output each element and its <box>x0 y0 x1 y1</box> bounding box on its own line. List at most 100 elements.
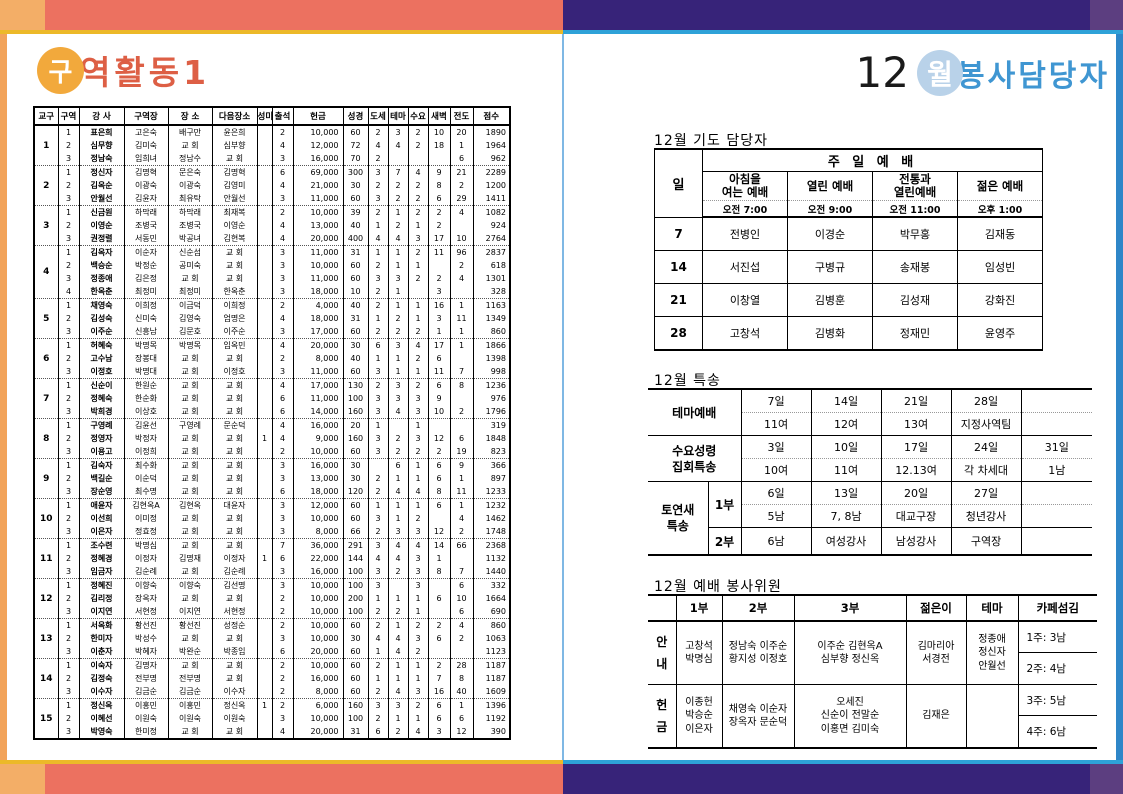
district-cell: 12 <box>449 725 474 739</box>
district-cell: 1 <box>407 219 429 232</box>
district-cell: 최정미 <box>167 285 213 299</box>
district-cell: 김순례 <box>123 565 169 579</box>
district-cell: 김현옥A <box>123 498 169 512</box>
special-date: 24일 <box>951 436 1021 459</box>
district-cell: 1082 <box>472 205 511 219</box>
district-cell <box>256 219 273 232</box>
district-cell: 1 <box>407 658 429 672</box>
district-cell: 1796 <box>472 405 511 419</box>
district-cell: 100 <box>342 578 369 592</box>
district-cell: 860 <box>472 618 511 632</box>
district-cell: 20,000 <box>292 232 344 246</box>
prayer-row: 14 서진섭 구병규 송재봉 임성빈 <box>654 250 1044 284</box>
district-cell <box>427 418 451 432</box>
district-cell: 4 <box>271 338 294 352</box>
district-cell: 2 <box>407 618 429 632</box>
district-cell: 2 <box>407 512 429 525</box>
district-cell: 9 <box>449 458 474 472</box>
district-cell <box>256 179 273 192</box>
right-page-title: 12 월 봉사담당자 <box>856 48 1110 97</box>
district-cell: 16,000 <box>292 672 344 685</box>
district-cell: 장순영 <box>78 485 125 499</box>
parish-number-cell: 1 <box>33 125 59 166</box>
district-cell: 한옥춘 <box>211 285 258 299</box>
district-cell: 교 회 <box>211 259 258 272</box>
prayer-day-cell: 21 <box>654 283 703 317</box>
district-cell: 1236 <box>472 378 511 392</box>
district-cell: 한원순 <box>123 378 169 392</box>
district-cell: 6 <box>427 192 451 206</box>
district-cell: 이정자 <box>123 552 169 565</box>
district-cell: 4 <box>387 552 409 565</box>
district-cell: 3 <box>271 325 294 339</box>
district-cell: 김현복 <box>211 232 258 246</box>
district-cell: 10,000 <box>292 205 344 219</box>
district-cell: 4 <box>367 139 389 152</box>
district-cell: 8 <box>427 485 451 499</box>
special-date <box>1021 482 1093 505</box>
district-cell <box>256 592 273 605</box>
district-cell: 1 <box>427 552 451 565</box>
district-cell: 1 <box>57 125 80 139</box>
district-cell: 2 <box>57 352 80 365</box>
district-cell: 1890 <box>472 125 511 139</box>
parish-number-cell: 2 <box>33 165 59 206</box>
committee-cell: 정남숙 이주순 황지성 이정호 <box>721 620 795 685</box>
district-cell: 교 회 <box>211 658 258 672</box>
district-cell: 2 <box>427 272 451 285</box>
committee-cell: 김재은 <box>905 684 967 749</box>
district-cell: 1 <box>387 352 409 365</box>
prayer-name-cell: 김성재 <box>872 283 958 317</box>
district-cell <box>256 245 273 259</box>
service-name: 열린 예배 <box>788 172 872 201</box>
special-value-cell: 남성강사 <box>880 527 952 556</box>
special-row: 수요성령 집회특송 3일 10여 10일 11여 17일 12.13여 24일 각 차세대 31일… <box>648 435 1093 482</box>
district-cell <box>256 525 273 539</box>
district-cell: 2 <box>427 219 451 232</box>
right-edge-bar <box>1116 34 1123 760</box>
parish-number-cell: 4 <box>33 245 59 299</box>
district-cell: 공미숙 <box>167 259 213 272</box>
prayer-name-cell: 박무홍 <box>872 216 958 251</box>
district-cell: 31 <box>342 312 369 325</box>
part-label: 1부 <box>707 481 742 528</box>
district-cell: 2 <box>367 325 389 339</box>
committee-column-header: 1부 <box>675 594 723 622</box>
district-cell: 김명혁 <box>211 165 258 179</box>
committee-row-label: 헌 금 <box>648 684 677 749</box>
district-cell: 서옥화 <box>78 618 125 632</box>
district-cell: 1 <box>449 338 474 352</box>
district-cell: 390 <box>472 725 511 739</box>
district-cell: 정신자 <box>78 165 125 179</box>
district-cell: 1349 <box>472 312 511 325</box>
district-cell: 이원숙 <box>167 712 213 725</box>
corner-square-bottom-right <box>1090 764 1123 794</box>
district-cell: 김정숙 <box>78 672 125 685</box>
special-value: 7, 8남 <box>830 510 862 523</box>
district-row: 12 1 정혜진 이향숙 이향숙 김선명 3 10,000 100 3 3 6 332 <box>33 578 511 619</box>
committee-cell: 고창석 박명심 <box>675 620 723 685</box>
district-cell: 김성숙 <box>78 312 125 325</box>
service-time: 오후 1:00 <box>977 204 1023 216</box>
committee-cell <box>965 684 1019 749</box>
district-cell: 1 <box>57 578 80 592</box>
district-row: 5 1 채영숙 이희정 이금덕 이희정 2 4,000 40 2 1 1 16 1 1163 <box>33 298 511 339</box>
district-cell: 96 <box>449 245 474 259</box>
district-cell: 이용고 <box>78 445 125 459</box>
district-cell: 2 <box>387 219 409 232</box>
district-cell: 30 <box>342 179 369 192</box>
district-cell: 160 <box>342 698 369 712</box>
district-cell <box>256 378 273 392</box>
district-cell: 이원숙 <box>211 712 258 725</box>
district-cell: 1232 <box>472 498 511 512</box>
special-date-value-cell: 14일 12여 <box>810 388 882 436</box>
district-cell: 10,000 <box>292 259 344 272</box>
district-cell: 정혜경 <box>78 552 125 565</box>
district-cell: 교 회 <box>167 378 213 392</box>
district-cell: 박명목 <box>167 338 213 352</box>
district-cell <box>256 405 273 419</box>
special-date: 14일 <box>811 390 881 413</box>
district-cell: 2 <box>367 152 389 166</box>
district-cell: 교 회 <box>167 485 213 499</box>
district-cell: 교 회 <box>211 392 258 405</box>
